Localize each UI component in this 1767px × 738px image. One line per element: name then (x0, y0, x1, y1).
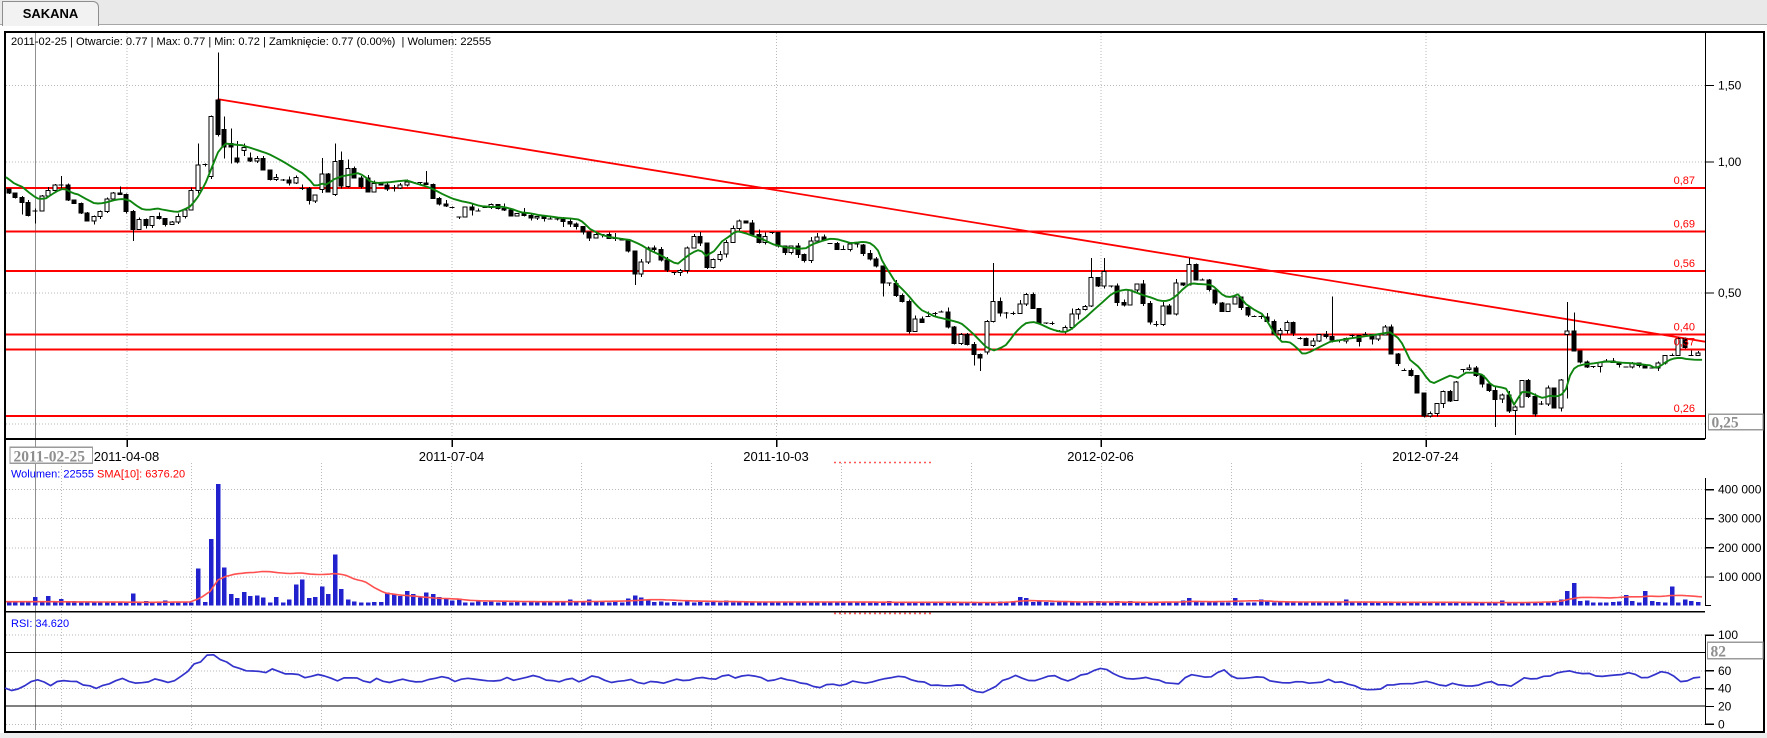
svg-text:82: 82 (1711, 643, 1727, 660)
svg-text:Wolumen: 22555: Wolumen: 22555 (11, 469, 94, 481)
svg-text:0,56: 0,56 (1674, 258, 1695, 270)
svg-text:0,37: 0,37 (1674, 336, 1695, 348)
svg-text:0,50: 0,50 (1718, 286, 1742, 300)
svg-text:20: 20 (1718, 700, 1732, 714)
svg-text:0,25: 0,25 (1712, 414, 1739, 431)
svg-text:2011-04-08: 2011-04-08 (94, 449, 160, 464)
svg-text:0,87: 0,87 (1674, 175, 1695, 187)
svg-text:400 000: 400 000 (1718, 483, 1762, 497)
svg-text:60: 60 (1718, 664, 1732, 678)
svg-text:0: 0 (1718, 717, 1725, 731)
svg-text:2011-07-04: 2011-07-04 (419, 449, 485, 464)
svg-text:0,69: 0,69 (1674, 219, 1695, 231)
svg-text:2012-02-06: 2012-02-06 (1067, 449, 1134, 464)
svg-text:40: 40 (1718, 682, 1732, 696)
svg-text:RSI: 34.620: RSI: 34.620 (11, 618, 69, 630)
svg-text:200 000: 200 000 (1718, 541, 1762, 555)
svg-text:2011-10-03: 2011-10-03 (743, 449, 809, 464)
svg-text:100 000: 100 000 (1718, 570, 1762, 584)
svg-text:100: 100 (1718, 628, 1738, 642)
svg-text:0,26: 0,26 (1674, 403, 1695, 415)
svg-text:0,40: 0,40 (1674, 322, 1695, 334)
svg-text:300 000: 300 000 (1718, 512, 1762, 526)
svg-text:SMA[10]: 6376.20: SMA[10]: 6376.20 (97, 469, 185, 481)
svg-text:1,50: 1,50 (1718, 78, 1742, 92)
svg-text:2012-07-24: 2012-07-24 (1392, 449, 1459, 464)
svg-text:2011-02-25: 2011-02-25 (14, 448, 86, 465)
svg-text:1,00: 1,00 (1718, 155, 1742, 169)
